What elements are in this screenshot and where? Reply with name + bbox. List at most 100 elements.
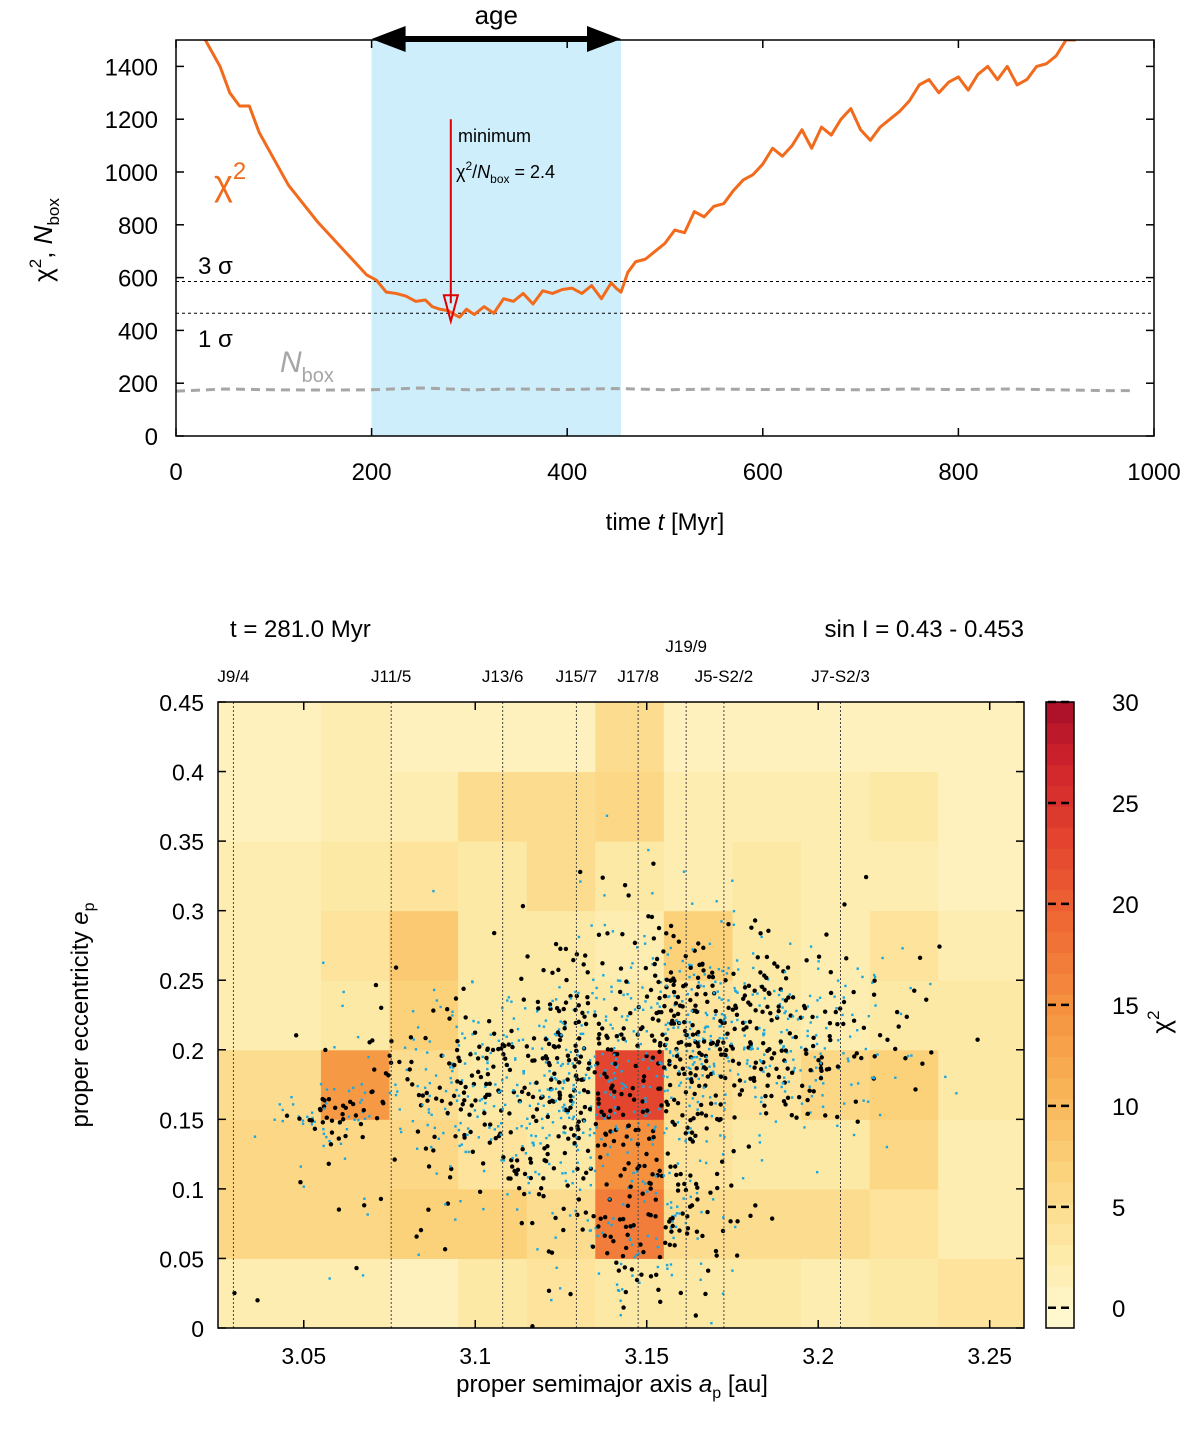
observed-point <box>652 973 658 978</box>
simulated-point <box>837 1039 840 1042</box>
simulated-point <box>780 1085 783 1089</box>
observed-point <box>772 961 777 966</box>
simulated-point <box>648 1111 651 1114</box>
observed-point <box>732 1026 737 1032</box>
simulated-point <box>714 1013 717 1017</box>
simulated-point <box>751 1047 754 1051</box>
observed-point <box>656 1086 661 1091</box>
simulated-point <box>641 1180 645 1183</box>
simulated-point <box>588 1059 592 1062</box>
simulated-point <box>630 1243 634 1247</box>
simulated-point <box>427 1108 431 1111</box>
heatmap-cell <box>938 1258 1025 1329</box>
observed-point <box>688 997 693 1003</box>
observed-point <box>563 1000 569 1005</box>
observed-point <box>426 1164 432 1169</box>
observed-point <box>723 978 728 983</box>
observed-point <box>455 1039 460 1044</box>
observed-point <box>370 1038 375 1043</box>
observed-point <box>519 1089 525 1095</box>
scatter-points <box>232 814 980 1328</box>
simulated-point <box>368 1115 371 1118</box>
observed-point <box>581 1176 586 1181</box>
simulated-point <box>669 946 673 950</box>
simulated-point <box>714 1102 717 1105</box>
observed-point <box>680 1066 686 1071</box>
simulated-point <box>423 1086 427 1089</box>
observed-point <box>859 1055 864 1061</box>
observed-point <box>674 1172 679 1178</box>
heatmap-cell <box>389 980 459 1051</box>
observed-point <box>644 1053 649 1059</box>
simulated-point <box>602 974 605 977</box>
simulated-point <box>612 1096 616 1099</box>
colorbar-segment <box>1046 743 1074 766</box>
heatmap-cell <box>389 841 459 912</box>
observed-point <box>519 976 524 981</box>
observed-point <box>453 996 459 1001</box>
simulated-point <box>658 1107 661 1111</box>
simulated-point <box>637 1122 640 1125</box>
observed-point <box>703 1291 708 1297</box>
simulated-point <box>697 1034 700 1037</box>
simulated-point <box>503 1103 507 1107</box>
observed-point <box>353 1113 359 1118</box>
observed-point <box>659 1010 664 1015</box>
simulated-point <box>678 970 681 973</box>
observed-point <box>646 1212 651 1217</box>
simulated-point <box>873 975 877 979</box>
simulated-point <box>514 1058 517 1061</box>
heatmap-cell <box>218 1049 253 1120</box>
simulated-point <box>833 995 836 998</box>
observed-point <box>628 1011 633 1016</box>
observed-point <box>515 1167 521 1173</box>
simulated-point <box>536 1248 539 1251</box>
observed-point <box>521 1191 527 1197</box>
colorbar-tick-label: 10 <box>1112 1094 1139 1121</box>
observed-point <box>828 970 834 975</box>
simulated-point <box>698 1058 702 1061</box>
observed-point <box>654 1010 659 1016</box>
colorbar-segment <box>1046 1286 1074 1308</box>
observed-point <box>765 1083 770 1088</box>
observed-point <box>654 1272 659 1278</box>
observed-point <box>469 1103 474 1108</box>
bottom-y-tick-label: 0.15 <box>159 1107 204 1133</box>
simulated-point <box>773 989 776 993</box>
simulated-point <box>617 1289 621 1293</box>
heatmap-cell <box>458 1049 528 1120</box>
simulated-point <box>676 1205 679 1208</box>
observed-point <box>660 1032 665 1037</box>
simulated-point <box>653 1127 656 1131</box>
simulated-point <box>722 1019 726 1022</box>
observed-point <box>828 1037 833 1043</box>
simulated-point <box>780 1030 783 1034</box>
simulated-point <box>525 1127 528 1130</box>
simulated-point <box>451 1066 455 1069</box>
simulated-point <box>506 999 509 1002</box>
simulated-point <box>734 1225 737 1229</box>
simulated-point <box>411 1119 415 1123</box>
simulated-point <box>741 1177 745 1180</box>
observed-point <box>811 1089 816 1094</box>
heatmap-cell <box>389 1188 459 1259</box>
observed-point <box>445 1007 450 1012</box>
simulated-point <box>766 978 770 981</box>
resonance-label: J9/4 <box>217 667 249 686</box>
observed-point <box>739 1088 745 1093</box>
observed-point <box>689 1130 695 1135</box>
simulated-point <box>325 1088 329 1091</box>
observed-point <box>807 1088 812 1093</box>
observed-point <box>486 1019 492 1024</box>
resonance-label: J17/8 <box>617 667 659 686</box>
simulated-point <box>743 1034 746 1037</box>
simulated-point <box>650 1058 653 1062</box>
observed-point <box>626 893 631 898</box>
observed-point <box>566 1136 571 1141</box>
simulated-point <box>708 1065 711 1068</box>
observed-point <box>611 1238 616 1244</box>
observed-point <box>683 1131 688 1136</box>
observed-point <box>747 1019 753 1025</box>
simulated-point <box>457 1094 461 1097</box>
observed-point <box>682 1019 687 1025</box>
